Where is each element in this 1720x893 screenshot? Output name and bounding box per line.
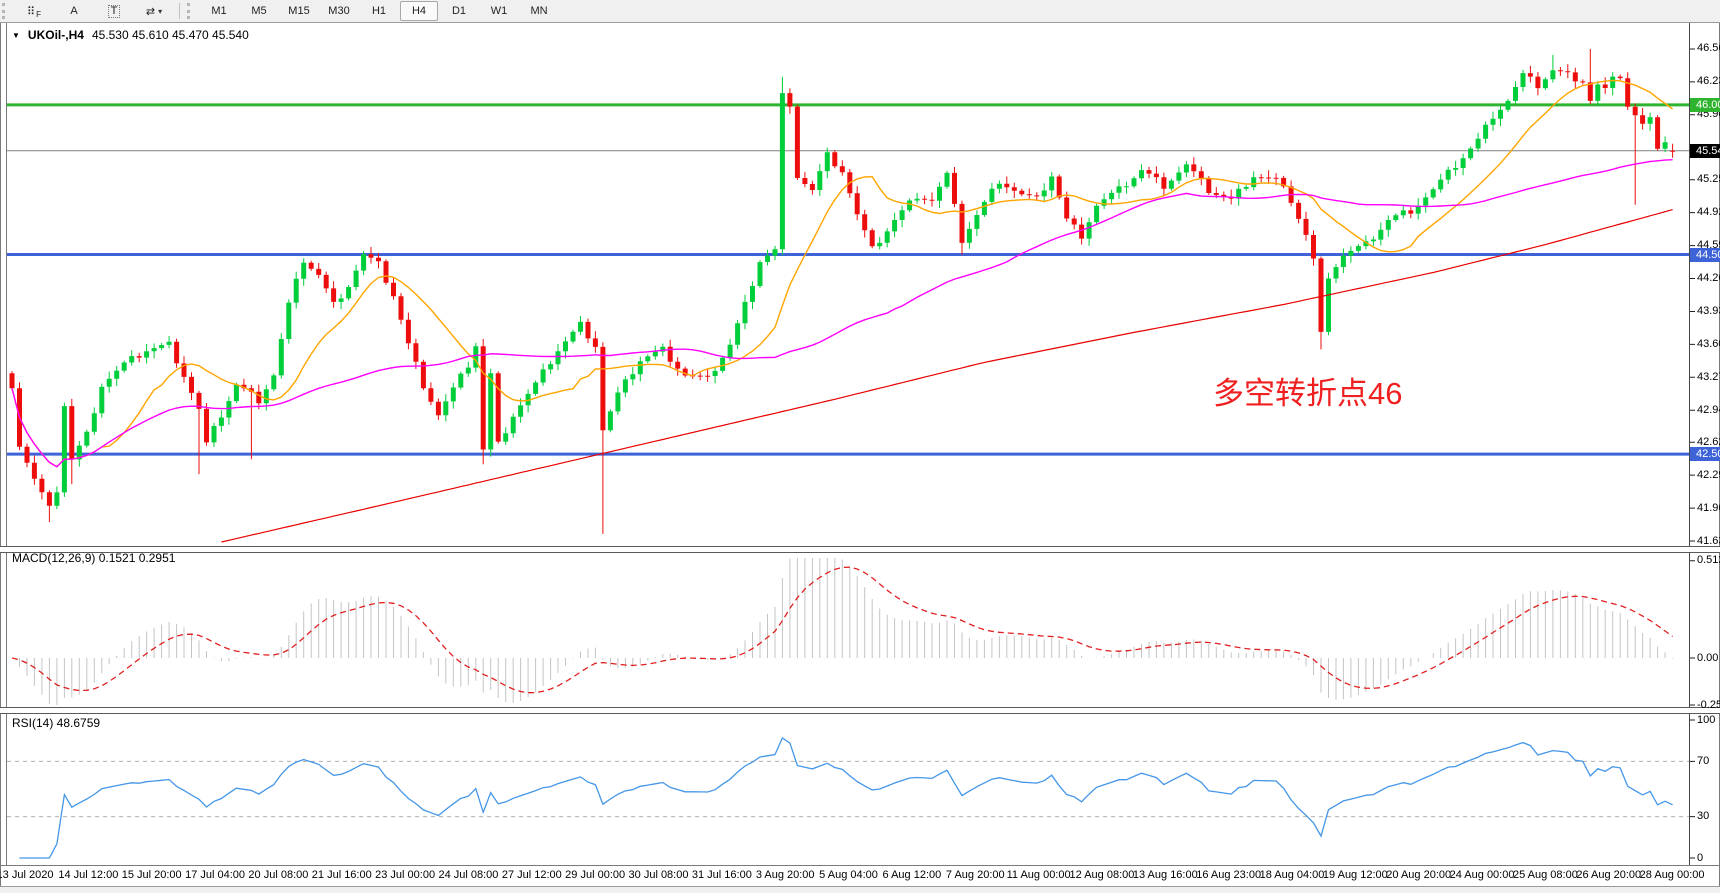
macd-tick: 0.00 (1697, 651, 1719, 664)
rsi-tick: 30 (1697, 810, 1710, 823)
time-tick: 26 Aug 20:00 (1576, 869, 1642, 881)
price-tick: 46.23 (1697, 75, 1720, 88)
time-tick: 13 Aug 16:00 (1132, 869, 1198, 881)
timeframe-m1-button[interactable]: M1 (211, 5, 227, 17)
time-tick: 19 Aug 12:00 (1322, 869, 1388, 881)
time-tick: 18 Aug 04:00 (1259, 869, 1325, 881)
time-tick: 17 Jul 04:00 (185, 869, 246, 881)
price-tick: 41.96 (1697, 501, 1720, 514)
price-tick: 43.93 (1697, 304, 1720, 317)
arrow-tool-icon: A (70, 5, 78, 17)
toolbar-grip-2[interactable] (187, 3, 196, 19)
timeframe-d1-button[interactable]: D1 (451, 5, 467, 17)
dropdown-caret-icon[interactable]: ▾ (158, 6, 163, 16)
price-tick: 46.56 (1697, 42, 1720, 55)
macd-label: MACD(12,26,9) 0.1521 0.2951 (12, 551, 176, 565)
time-tick: 7 Aug 20:00 (945, 869, 1005, 881)
chart-window[interactable]: ▼ UKOil-,H4 45.530 45.610 45.470 45.540 … (0, 22, 1720, 893)
time-tick: 27 Jul 12:00 (501, 869, 562, 881)
rsi-tick: 70 (1697, 754, 1710, 767)
time-tick: 11 Aug 00:00 (1006, 869, 1071, 881)
price-tick: 42.62 (1697, 435, 1720, 448)
window-bottom-strip (0, 886, 1720, 893)
panel-splitter-rsi[interactable] (0, 707, 1720, 714)
panel-splitter-macd[interactable] (0, 546, 1720, 553)
price-tick: 42.94 (1697, 403, 1720, 416)
price-tick: 42.29 (1697, 468, 1720, 481)
suffix-label: F (36, 9, 41, 19)
symbol-label: UKOil-,H4 (27, 28, 84, 42)
timeframe-h1-button[interactable]: H1 (371, 5, 387, 17)
rsi-tick: 100 (1697, 713, 1716, 726)
time-tick: 16 Aug 23:00 (1196, 869, 1262, 881)
tick-chart-tool-button[interactable]: ⠿ F (15, 1, 53, 21)
annotation-text[interactable]: 多空转折点46 (1213, 376, 1403, 411)
time-tick: 15 Jul 20:00 (121, 869, 182, 881)
timeframe-m15-button[interactable]: M15 (288, 5, 310, 17)
time-tick: 6 Aug 12:00 (882, 869, 942, 881)
time-tick: 5 Aug 04:00 (819, 869, 878, 881)
time-tick: 28 Aug 00:00 (1639, 869, 1705, 881)
rsi-tick: 0 (1697, 851, 1704, 864)
text-tool-icon: T (107, 4, 121, 18)
tick-chart-tool-icon: ⠿ (27, 5, 36, 18)
time-tick: 21 Jul 16:00 (311, 869, 372, 881)
chart-title: ▼ UKOil-,H4 45.530 45.610 45.470 45.540 (12, 28, 249, 42)
time-tick: 20 Jul 08:00 (248, 869, 309, 881)
price-tick: 43.60 (1697, 337, 1720, 350)
price-level-marker: 42.50 (1690, 447, 1720, 462)
timeframe-group: M1 M5 M15 M30 H1 H4 D1 W1 MN (199, 0, 559, 22)
time-tick: 30 Jul 08:00 (628, 869, 689, 881)
current-price-marker: 45.54 (1690, 143, 1720, 158)
objects-tool-button[interactable]: ⇄ ▾ (135, 1, 173, 21)
time-tick: 24 Jul 08:00 (438, 869, 499, 881)
price-tick: 45.25 (1697, 173, 1720, 186)
arrow-tool-button[interactable]: A (55, 1, 93, 21)
price-level-marker: 44.50 (1690, 247, 1720, 262)
ohlc-values: 45.530 45.610 45.470 45.540 (91, 28, 249, 42)
text-tool-button[interactable]: T (95, 1, 133, 21)
drawing-tools-group: ⠿ F A T ⇄ ▾ (14, 0, 174, 22)
time-tick: 31 Jul 16:00 (691, 869, 752, 881)
price-tick: 41.63 (1697, 534, 1720, 547)
macd-tick: 0.5123 (1697, 554, 1720, 567)
chevron-down-icon[interactable]: ▼ (12, 30, 20, 40)
time-tick: 14 Jul 12:00 (58, 869, 119, 881)
price-level-marker: 46.00 (1690, 97, 1720, 112)
time-tick: 24 Aug 00:00 (1449, 869, 1515, 881)
objects-tool-icon: ⇄ (145, 5, 156, 18)
toolbar: ⠿ F A T ⇄ ▾ M1 M5 M15 M30 H1 H4 D1 W1 MN (0, 0, 1720, 23)
price-tick: 44.92 (1697, 206, 1720, 219)
timeframe-h4-button[interactable]: H4 (400, 1, 438, 21)
time-tick: 12 Aug 08:00 (1069, 869, 1135, 881)
price-tick: 43.27 (1697, 370, 1720, 383)
timeframe-m30-button[interactable]: M30 (328, 5, 350, 17)
rsi-label: RSI(14) 48.6759 (12, 716, 101, 730)
toolbar-grip[interactable] (2, 3, 11, 19)
time-tick: 20 Aug 20:00 (1386, 869, 1452, 881)
timeframe-mn-button[interactable]: MN (530, 5, 548, 17)
chart-canvas[interactable] (0, 22, 1720, 893)
timeframe-w1-button[interactable]: W1 (490, 5, 508, 17)
price-tick: 44.26 (1697, 272, 1720, 284)
time-tick: 3 Aug 20:00 (755, 869, 815, 881)
time-tick: 23 Jul 00:00 (375, 869, 436, 881)
macd-tick: -0.2573 (1697, 698, 1720, 711)
timeframe-m5-button[interactable]: M5 (251, 5, 267, 17)
time-tick: 25 Aug 08:00 (1512, 869, 1578, 881)
time-tick: 29 Jul 00:00 (565, 869, 626, 881)
toolbar-separator (179, 3, 180, 19)
time-tick: 13 Jul 2020 (0, 869, 54, 881)
